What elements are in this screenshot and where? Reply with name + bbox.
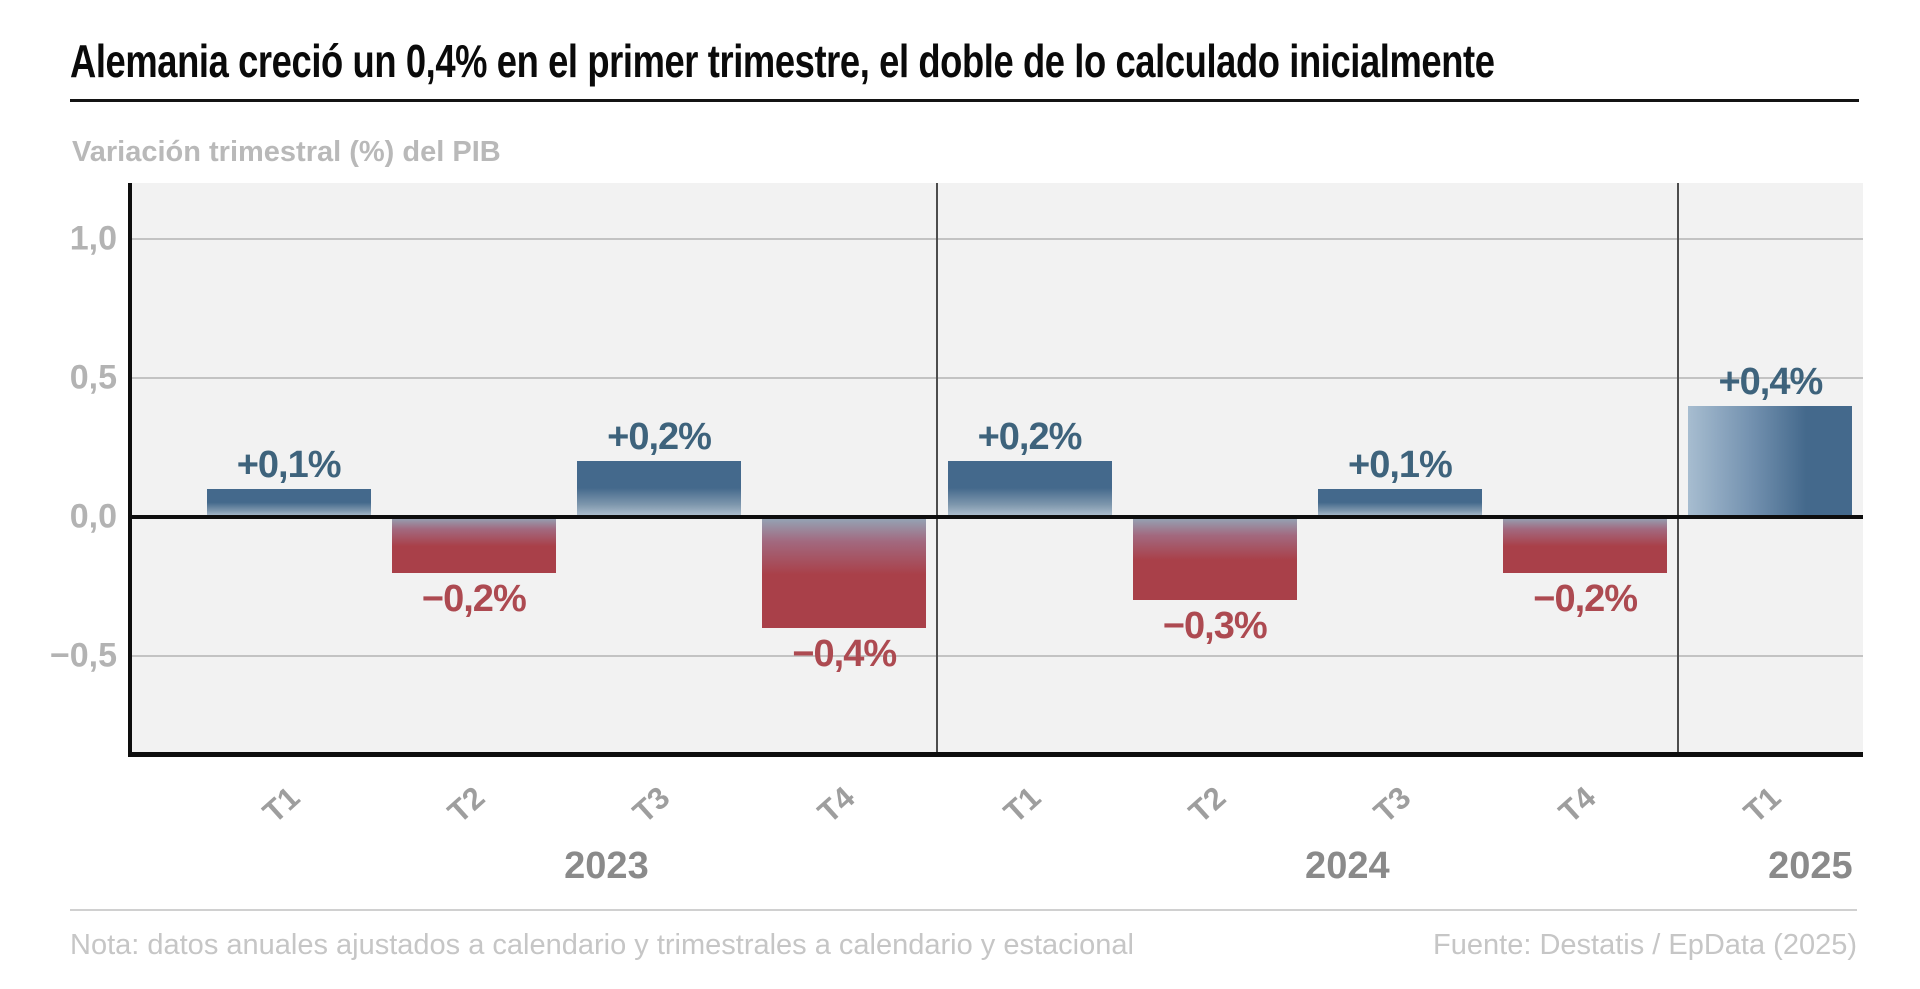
y-tick-label-0,5: 0,5	[69, 358, 117, 397]
y-tick-label-−0,5: −0,5	[49, 636, 117, 675]
bar-value-label-2023-T2: −0,2%	[421, 577, 527, 620]
zero-baseline	[132, 515, 1863, 519]
chart-title: Alemania creció un 0,4% en el primer tri…	[70, 35, 1495, 87]
bar-value-label-2023-T1: +0,1%	[236, 444, 342, 487]
gridline-0,5	[132, 377, 1863, 379]
y-tick-label-0,0: 0,0	[69, 497, 117, 536]
bar-2023-T1	[206, 489, 371, 517]
x-tick-label-2023-T3: T3	[626, 779, 677, 830]
y-tick-label-1,0: 1,0	[69, 219, 117, 258]
bar-value-label-2025-T1: +0,4%	[1718, 360, 1823, 403]
year-label-2024: 2024	[1305, 845, 1390, 887]
x-tick-label-2025-T1: T1	[1737, 779, 1788, 830]
source-credit: Fuente: Destatis / EpData (2025)	[1433, 929, 1857, 961]
bar-2023-T4	[762, 517, 927, 629]
x-tick-label-2024-T2: T2	[1181, 779, 1233, 830]
bar-2023-T2	[391, 517, 556, 573]
bar-value-label-2024-T4: −0,2%	[1533, 577, 1638, 620]
gridline-−0,5	[132, 655, 1863, 657]
year-separator-before-2024	[935, 183, 938, 752]
bar-value-label-2024-T1: +0,2%	[977, 416, 1083, 459]
bar-value-label-2023-T3: +0,2%	[607, 416, 712, 459]
chart-subtitle: Variación trimestral (%) del PIB	[72, 136, 501, 168]
x-tick-label-2024-T4: T4	[1552, 779, 1603, 830]
x-tick-label-2023-T4: T4	[811, 779, 862, 830]
bar-2025-T1	[1688, 405, 1853, 517]
bar-value-label-2024-T2: −0,3%	[1162, 605, 1268, 648]
year-separator-before-2025	[1676, 183, 1679, 752]
footer-divider	[70, 909, 1857, 911]
bar-2024-T4	[1503, 517, 1668, 573]
bar-2023-T3	[577, 461, 742, 517]
bar-2024-T1	[947, 461, 1112, 517]
plot-area: +0,1% −0,2% +0,2% −0,4% +0,2% −0,3% +0,1% −0,2%…	[128, 183, 1863, 757]
year-label-2025: 2025	[1768, 845, 1853, 887]
bar-2024-T3	[1317, 489, 1482, 517]
x-tick-label-2024-T1: T1	[996, 779, 1047, 830]
bar-value-label-2023-T4: −0,4%	[792, 633, 897, 676]
x-tick-label-2024-T3: T3	[1367, 779, 1418, 830]
title-underline	[70, 99, 1859, 102]
footnote: Nota: datos anuales ajustados a calendar…	[70, 929, 1134, 961]
bar-2024-T2	[1132, 517, 1297, 601]
bar-value-label-2024-T3: +0,1%	[1348, 444, 1453, 487]
x-tick-label-2023-T2: T2	[440, 779, 492, 830]
gridline-1,0	[132, 238, 1863, 240]
year-label-2023: 2023	[564, 845, 649, 887]
x-tick-label-2023-T1: T1	[255, 779, 306, 830]
